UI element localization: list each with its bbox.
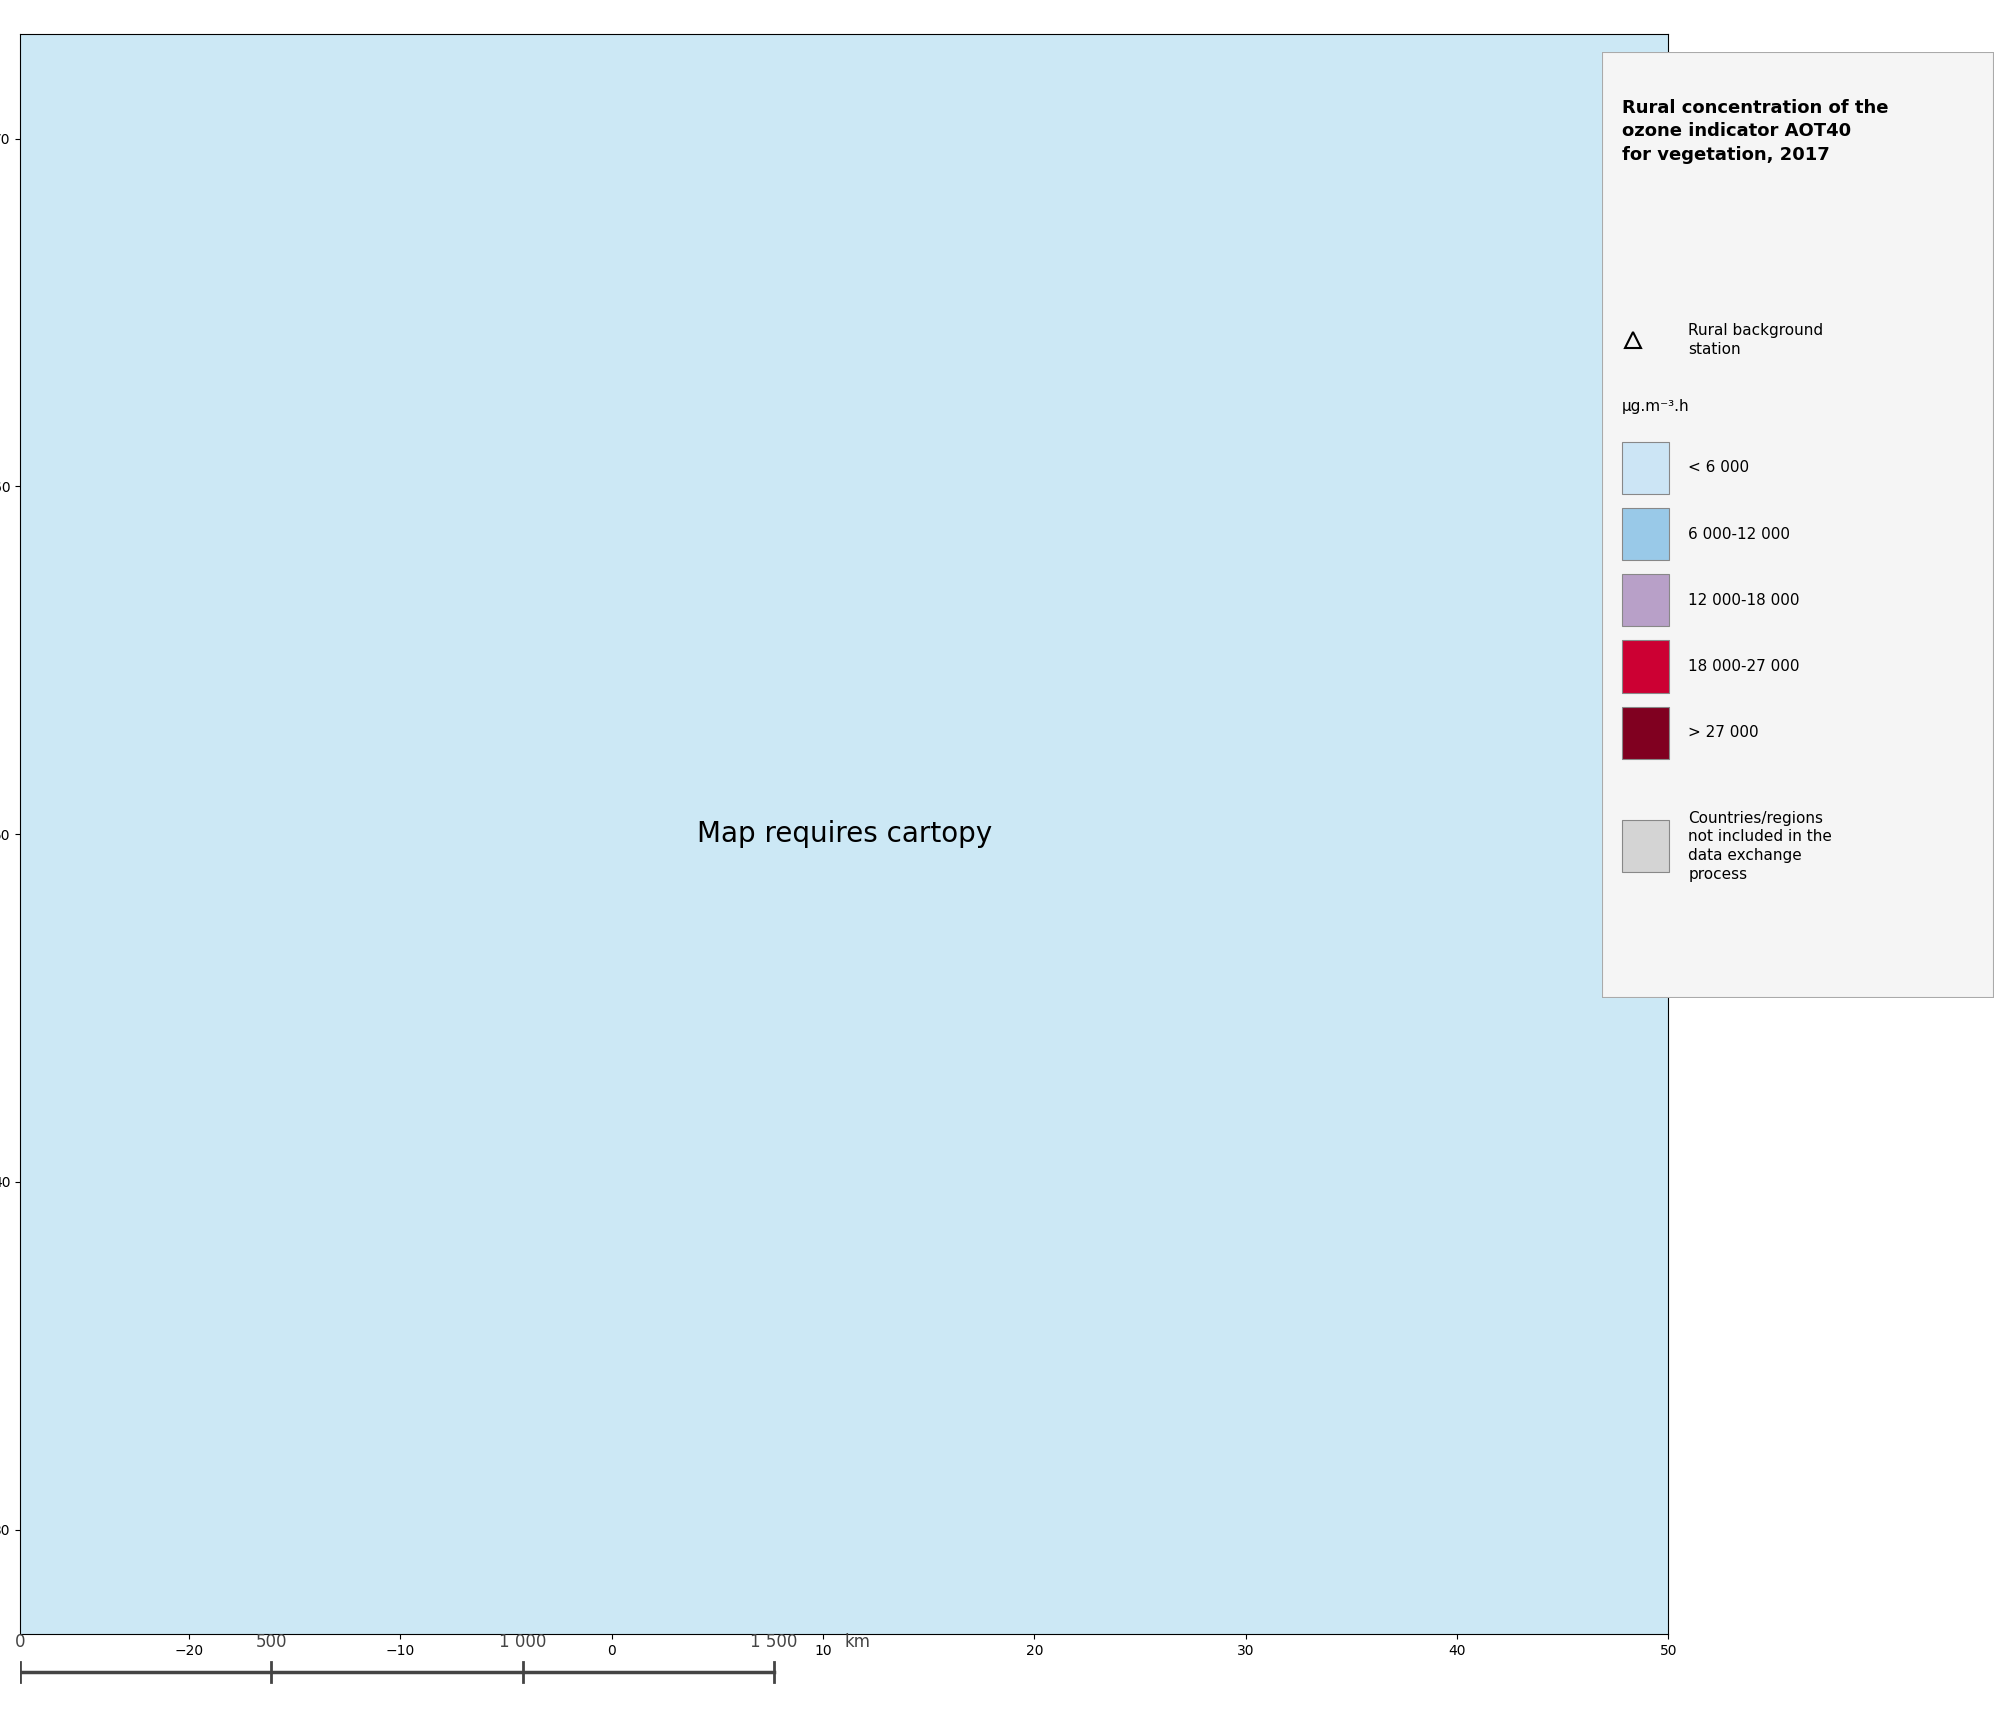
Text: > 27 000: > 27 000 (1688, 726, 1759, 740)
Text: Map requires cartopy: Map requires cartopy (697, 820, 991, 848)
Text: Rural background
station: Rural background station (1688, 323, 1823, 358)
Text: Rural concentration of the
ozone indicator AOT40
for vegetation, 2017: Rural concentration of the ozone indicat… (1622, 100, 1887, 163)
Bar (1622, 442, 1668, 494)
Text: 500: 500 (255, 1634, 287, 1651)
Text: km: km (844, 1634, 870, 1651)
Text: < 6 000: < 6 000 (1688, 461, 1749, 475)
FancyBboxPatch shape (1602, 52, 1994, 998)
Text: 6 000-12 000: 6 000-12 000 (1688, 526, 1791, 542)
Bar (1622, 707, 1668, 759)
Text: 1 500: 1 500 (750, 1634, 798, 1651)
Text: 1 000: 1 000 (498, 1634, 547, 1651)
Text: 0: 0 (14, 1634, 26, 1651)
Text: Countries/regions
not included in the
data exchange
process: Countries/regions not included in the da… (1688, 810, 1831, 882)
Text: 18 000-27 000: 18 000-27 000 (1688, 659, 1799, 674)
Bar (1622, 820, 1668, 872)
Bar (1622, 640, 1668, 693)
Bar (1622, 574, 1668, 626)
Bar (1622, 507, 1668, 561)
Text: 12 000-18 000: 12 000-18 000 (1688, 593, 1799, 607)
Text: μg.m⁻³.h: μg.m⁻³.h (1622, 399, 1688, 415)
